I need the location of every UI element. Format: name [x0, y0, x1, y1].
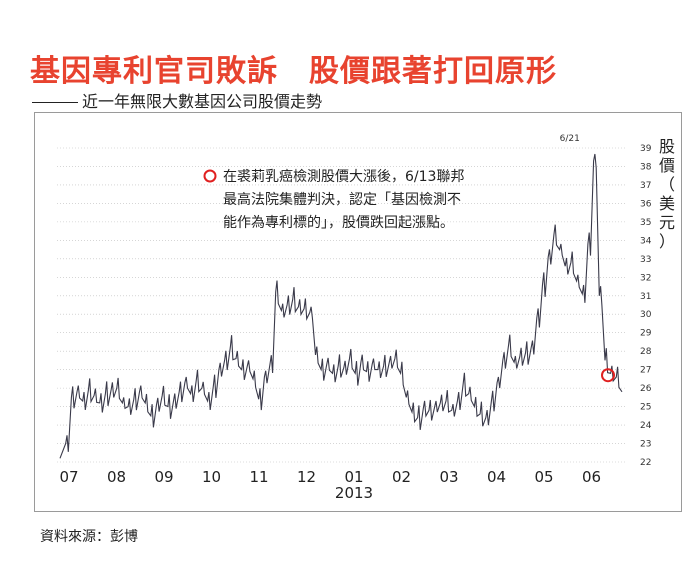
x-tick-label: 07 — [59, 468, 78, 486]
y-tick-label: 32 — [640, 273, 651, 283]
y-tick-label: 29 — [640, 329, 652, 339]
event-marker — [601, 368, 615, 383]
x-tick-label: 05 — [534, 468, 553, 486]
subtitle-text: 近一年無限大數基因公司股價走勢 — [82, 92, 323, 111]
gridlines — [57, 147, 627, 463]
y-tick-label: 39 — [640, 144, 652, 154]
y-tick-label: 28 — [640, 347, 652, 357]
x-tick-label: 08 — [107, 468, 126, 486]
y-tick-label: 24 — [640, 421, 652, 431]
y-axis-label-char: ） — [659, 232, 675, 251]
y-tick-label: 36 — [640, 199, 652, 209]
year-label: 2013 — [335, 484, 373, 502]
chart-subtitle: 近一年無限大數基因公司股價走勢 — [32, 88, 322, 112]
y-axis-label-char: （ — [659, 175, 675, 194]
x-tick-label: 02 — [392, 468, 411, 486]
subtitle-rule — [32, 102, 78, 103]
x-tick-label: 01 — [344, 468, 363, 486]
annotation-bullet — [203, 169, 217, 183]
annotation-text-line: 在裘莉乳癌檢測股價大漲後，6/13聯邦 — [223, 168, 464, 185]
y-tick-label: 31 — [640, 292, 651, 302]
y-axis-ticks: 22 23 24 25 26 27 28 29 30 31 32 33 34 35 36 37 38 39 — [640, 144, 652, 468]
price-series-line — [59, 153, 623, 459]
y-tick-label: 22 — [640, 458, 651, 468]
y-tick-label: 38 — [640, 162, 652, 172]
y-axis-label: 股價（美元） — [659, 137, 675, 251]
y-tick-label: 23 — [640, 440, 651, 450]
annotation-text-line: 能作為專利標的」，股價跌回起漲點。 — [223, 214, 454, 231]
y-axis-label-char: 元 — [659, 213, 675, 232]
x-tick-label: 12 — [297, 468, 316, 486]
y-axis-label-char: 股 — [659, 137, 675, 156]
annotation-text-line: 最高法院集體判決，認定「基因檢測不 — [223, 191, 461, 208]
y-tick-label: 34 — [640, 236, 652, 246]
x-axis-ticks: 07 08 09 10 11 12 01 02 03 04 05 06 2013 — [59, 468, 601, 502]
y-tick-label: 27 — [640, 366, 651, 376]
y-tick-label: 26 — [640, 384, 652, 394]
x-tick-label: 10 — [202, 468, 221, 486]
y-tick-label: 35 — [640, 218, 651, 228]
source-note: 資料來源：彭博 — [40, 529, 138, 545]
y-axis-label-char: 價 — [659, 156, 675, 175]
peak-date-label: 6/21 — [560, 134, 580, 144]
y-axis-label-char: 美 — [659, 194, 675, 213]
y-tick-label: 25 — [640, 403, 651, 413]
x-tick-label: 11 — [249, 468, 268, 486]
x-tick-label: 06 — [582, 468, 601, 486]
x-tick-label: 04 — [487, 468, 506, 486]
x-tick-label: 03 — [439, 468, 458, 486]
x-tick-label: 09 — [154, 468, 173, 486]
y-tick-label: 30 — [640, 310, 652, 320]
y-tick-label: 33 — [640, 255, 651, 265]
chart-frame — [34, 112, 682, 512]
y-tick-label: 37 — [640, 181, 651, 191]
chart-title: 基因專利官司敗訴 股價跟著打回原形 — [30, 54, 557, 89]
annotation: 6/21 在裘莉乳癌檢測股價大漲後，6/13聯邦最高法院集體判決，認定「基因檢測不… — [203, 134, 615, 383]
